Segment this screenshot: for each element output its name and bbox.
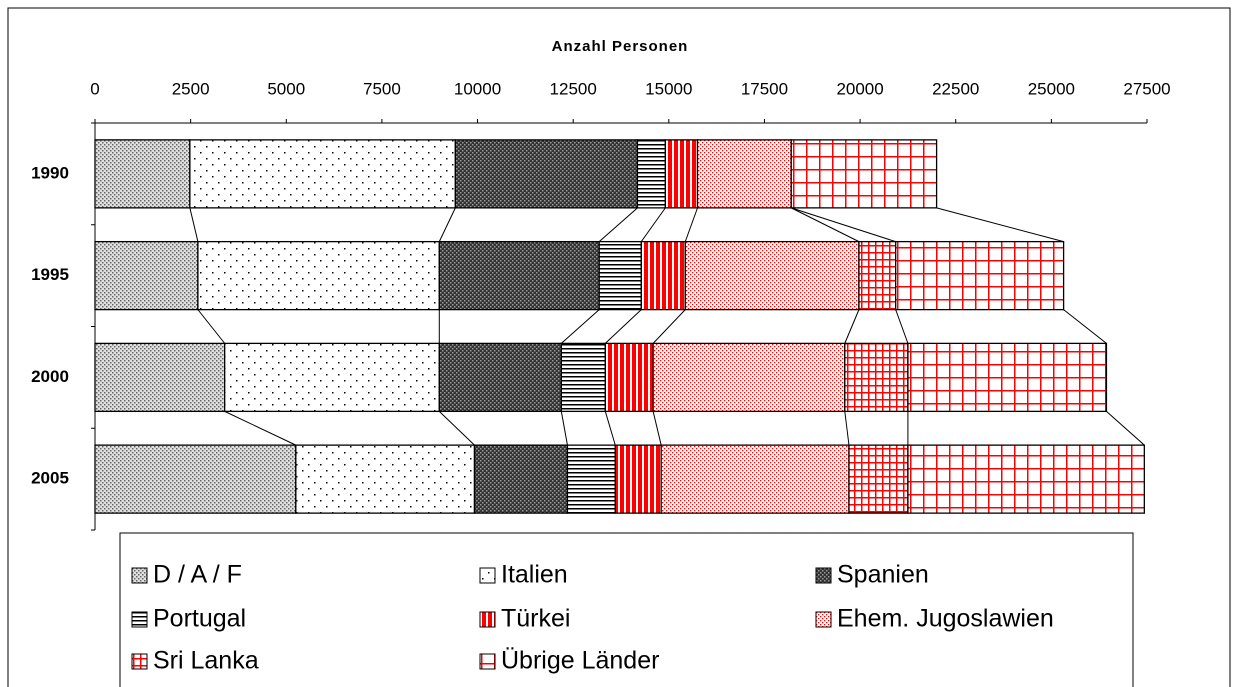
bar-segment	[895, 240, 1065, 311]
series-line	[1063, 309, 1107, 344]
bar-segment	[94, 240, 199, 311]
x-tick-label: 2500	[172, 79, 210, 98]
series-line	[684, 207, 698, 242]
legend-swatch	[131, 567, 148, 584]
series-line	[844, 411, 850, 446]
series-line	[640, 207, 666, 242]
x-tick-label: 17500	[741, 79, 788, 98]
legend-label: Spanien	[837, 561, 929, 589]
y-tick-label: 1995	[31, 265, 69, 284]
bar-segment	[614, 444, 662, 514]
legend-label: D / A / F	[153, 561, 242, 589]
bar-segment	[566, 444, 616, 514]
series-line	[604, 411, 616, 446]
x-tick-label: 5000	[267, 79, 305, 98]
series-line	[652, 309, 686, 344]
legend-label: Übrige Länder	[501, 647, 659, 675]
bar-segment	[560, 342, 606, 413]
x-tick-label: 7500	[363, 79, 401, 98]
bar-segment	[664, 139, 699, 209]
x-tick-label: 27500	[1123, 79, 1170, 98]
bar-segment	[438, 342, 562, 413]
bar-segment	[696, 139, 792, 209]
legend-swatch	[479, 567, 496, 584]
x-tick-label: 20000	[836, 79, 883, 98]
series-line	[438, 207, 456, 242]
bar-segment	[636, 139, 667, 209]
series-line	[791, 207, 860, 243]
series-line	[560, 411, 568, 446]
bar-segment	[438, 240, 600, 311]
series-line	[189, 207, 199, 242]
legend-box	[119, 532, 1134, 687]
series-line	[791, 207, 896, 243]
legend-label: Portugal	[153, 605, 246, 633]
bar-segment	[604, 342, 654, 413]
chart-frame	[7, 7, 1231, 687]
bar-segment	[598, 240, 642, 311]
y-tick-label: 2000	[31, 367, 69, 386]
bar-segment	[189, 139, 457, 209]
bar-segment	[907, 342, 1108, 413]
series-line	[1106, 411, 1145, 446]
bar-segment	[652, 342, 846, 413]
bar-segment	[94, 342, 226, 413]
legend-label: Türkei	[501, 605, 570, 633]
series-line	[438, 411, 475, 446]
bar-segment	[197, 240, 440, 311]
bar-segment	[844, 342, 909, 413]
series-line	[652, 411, 662, 446]
y-tick-label: 2005	[31, 469, 69, 488]
legend-swatch	[815, 611, 832, 628]
bar-segment	[848, 444, 909, 514]
legend-swatch	[815, 567, 832, 584]
x-tick-label: 25000	[1028, 79, 1075, 98]
series-line	[844, 309, 860, 344]
bar-segment	[684, 240, 860, 311]
legend-label: Italien	[501, 561, 568, 589]
bar-segment	[454, 139, 639, 209]
series-line	[604, 309, 642, 344]
x-tick-label: 22500	[932, 79, 979, 98]
bar-segment	[295, 444, 476, 514]
series-line	[936, 207, 1064, 243]
bar-segment	[473, 444, 569, 514]
series-line	[560, 309, 600, 344]
legend-swatch	[131, 611, 148, 628]
bar-segment	[94, 139, 191, 209]
series-line	[197, 309, 226, 344]
bar-segment	[907, 444, 1145, 514]
legend-label: Sri Lanka	[153, 647, 259, 675]
x-tick-label: 0	[90, 79, 99, 98]
legend-swatch	[131, 653, 148, 670]
bar-segment	[640, 240, 686, 311]
axis-title: Anzahl Personen	[552, 38, 689, 55]
x-tick-label: 12500	[550, 79, 597, 98]
bar-segment	[660, 444, 850, 514]
x-tick-label: 15000	[645, 79, 692, 98]
legend-label: Ehem. Jugoslawien	[837, 605, 1054, 633]
series-line	[224, 410, 297, 446]
bar-segment	[858, 240, 897, 311]
legend-swatch	[479, 611, 496, 628]
bar-segment	[94, 444, 297, 514]
x-tick-label: 10000	[454, 79, 501, 98]
legend-swatch	[479, 653, 496, 670]
bar-segment	[790, 139, 938, 209]
y-tick-label: 1990	[31, 163, 69, 182]
bar-segment	[224, 342, 440, 413]
series-line	[598, 207, 638, 242]
series-line	[895, 309, 909, 344]
